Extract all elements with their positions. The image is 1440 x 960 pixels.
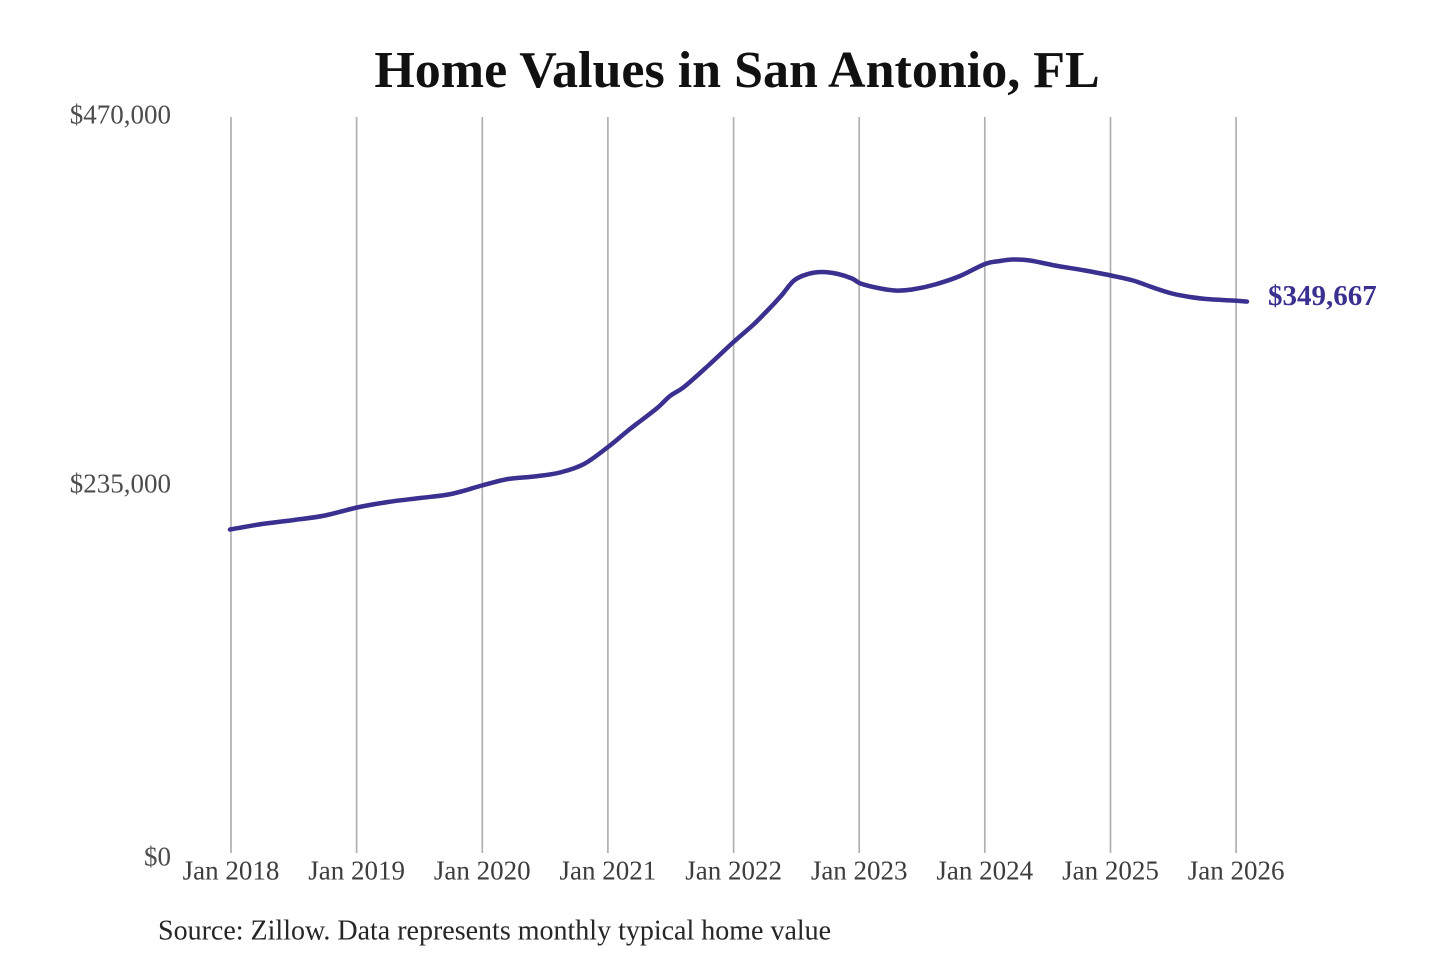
svg-text:$0: $0 <box>144 842 171 872</box>
svg-text:Jan 2021: Jan 2021 <box>560 856 657 886</box>
svg-text:Jan 2022: Jan 2022 <box>685 856 782 886</box>
svg-text:Jan 2024: Jan 2024 <box>936 856 1033 886</box>
svg-text:Jan 2020: Jan 2020 <box>434 856 531 886</box>
svg-text:Jan 2026: Jan 2026 <box>1188 856 1285 886</box>
svg-text:Jan 2018: Jan 2018 <box>183 856 280 886</box>
svg-text:Source: Zillow. Data represent: Source: Zillow. Data represents monthly … <box>158 916 831 947</box>
svg-text:$470,000: $470,000 <box>70 99 171 129</box>
svg-text:Home Values in San Antonio, FL: Home Values in San Antonio, FL <box>374 42 1099 99</box>
svg-text:Jan 2025: Jan 2025 <box>1062 856 1159 886</box>
svg-text:$349,667: $349,667 <box>1268 280 1377 312</box>
svg-text:Jan 2023: Jan 2023 <box>811 856 908 886</box>
svg-text:Jan 2019: Jan 2019 <box>308 856 405 886</box>
svg-text:$235,000: $235,000 <box>70 469 171 499</box>
